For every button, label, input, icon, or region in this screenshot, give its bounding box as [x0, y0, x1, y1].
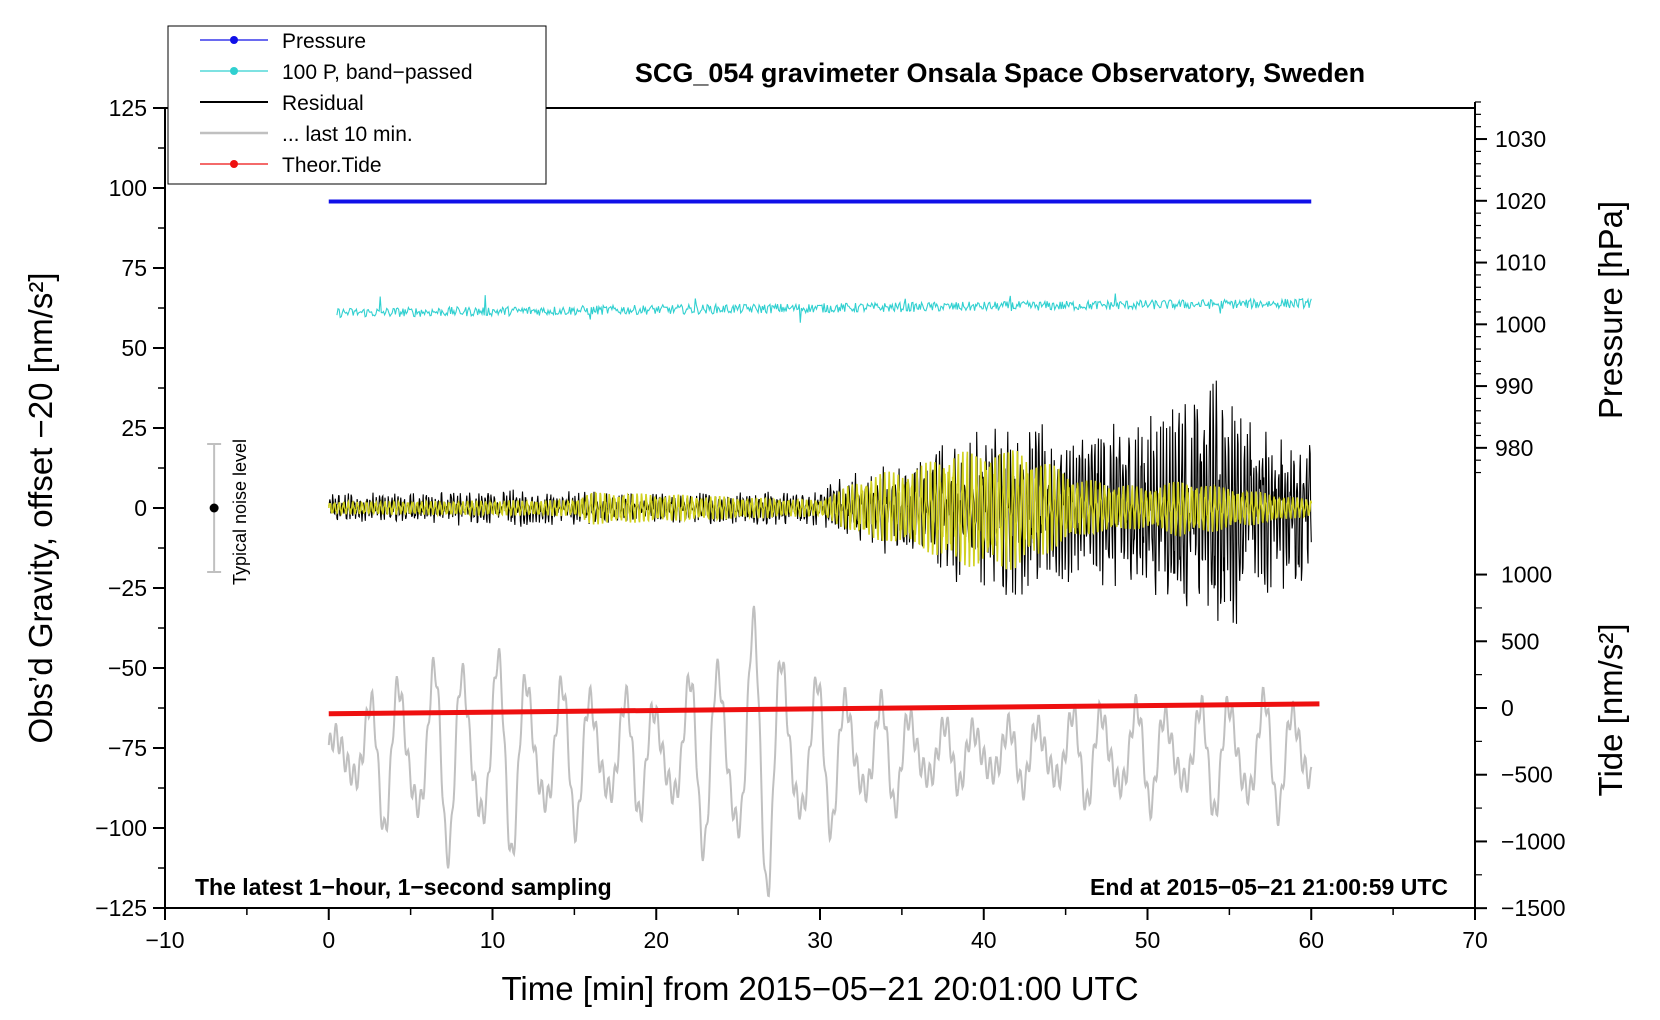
- tide-tick-label: 1000: [1501, 562, 1552, 588]
- x-tick-label: 60: [1298, 927, 1324, 953]
- x-tick-label: −10: [145, 927, 184, 953]
- y-left-tick-label: −75: [108, 735, 147, 761]
- y-axis-pressure: 1030 1020 1010 1000 990 980: [1474, 101, 1546, 479]
- y-left-tick-label: 100: [109, 175, 147, 201]
- y-left-tick-label: −125: [95, 895, 147, 921]
- y-left-tick-label: 125: [109, 95, 147, 121]
- y-axis-tide-label: Tide [nm/s²]: [1592, 624, 1629, 797]
- y-axis-tide: 1000 500 0 −500 −1000 −1500: [1475, 562, 1566, 921]
- tide-tick-label: −1000: [1501, 828, 1566, 854]
- pressure-tick-label: 1000: [1495, 311, 1546, 337]
- y-left-tick-label: −100: [95, 815, 147, 841]
- y-left-tick-label: −50: [108, 655, 147, 681]
- y-left-tick-label: 50: [121, 335, 147, 361]
- noise-level-label: Typical noise level: [230, 439, 250, 585]
- y-axis-pressure-label: Pressure [hPa]: [1592, 201, 1629, 419]
- legend-marker-pressure: [230, 36, 238, 44]
- series-residual-filtered-line: [328, 450, 1313, 570]
- legend-item-last-10-min: ... last 10 min.: [200, 123, 413, 146]
- series-band-passed-line: [336, 293, 1312, 323]
- pressure-tick-label: 1030: [1495, 126, 1546, 152]
- noise-bar-center-dot: [209, 503, 219, 513]
- y-left-tick-label: 0: [134, 495, 147, 521]
- annotation-end-time: End at 2015−05−21 21:00:59 UTC: [1090, 874, 1448, 900]
- legend-item-pressure: Pressure: [200, 30, 366, 53]
- legend-item-residual: Residual: [200, 92, 364, 115]
- pressure-tick-label: 1010: [1495, 250, 1546, 276]
- legend-box: [167, 25, 547, 185]
- x-tick-label: 50: [1135, 927, 1161, 953]
- tide-tick-label: 500: [1501, 628, 1539, 654]
- y-axis-left-label: Obs’d Gravity, offset −20 [nm/s²]: [22, 272, 59, 743]
- y-left-tick-label: −25: [108, 575, 147, 601]
- legend-label-last-10-min: ... last 10 min.: [282, 123, 413, 146]
- legend-marker-band-passed: [230, 67, 238, 75]
- legend-item-band-passed: 100 P, band−passed: [200, 61, 473, 84]
- pressure-tick-label: 980: [1495, 435, 1533, 461]
- legend-item-theor-tide: Theor.Tide: [200, 154, 382, 177]
- x-tick-label: 40: [971, 927, 997, 953]
- tide-tick-label: 0: [1501, 695, 1514, 721]
- noise-level-bar: Typical noise level: [207, 439, 250, 585]
- legend: Pressure 100 P, band−passed Residual ...…: [167, 25, 547, 185]
- chart-title: SCG_054 gravimeter Onsala Space Observat…: [635, 58, 1365, 88]
- y-left-tick-label: 75: [121, 255, 147, 281]
- x-axis-label: Time [min] from 2015−05−21 20:01:00 UTC: [501, 970, 1138, 1007]
- x-tick-label: 10: [480, 927, 506, 953]
- legend-marker-theor-tide: [230, 160, 238, 168]
- x-tick-label: 30: [807, 927, 833, 953]
- legend-label-theor-tide: Theor.Tide: [282, 154, 382, 177]
- x-tick-label: 0: [322, 927, 335, 953]
- x-axis: −10 0 10 20 30 40 50 60 70: [145, 908, 1488, 953]
- pressure-tick-label: 990: [1495, 373, 1533, 399]
- legend-label-band-passed: 100 P, band−passed: [282, 61, 473, 84]
- y-left-tick-label: 25: [121, 415, 147, 441]
- x-tick-label: 20: [643, 927, 669, 953]
- series-theor-tide-line: [328, 701, 1320, 717]
- x-tick-label: 70: [1462, 927, 1488, 953]
- legend-label-residual: Residual: [282, 92, 364, 115]
- series-last-10-min-line: [327, 605, 1313, 898]
- series-layer: [327, 199, 1320, 898]
- tide-tick-label: −1500: [1501, 895, 1566, 921]
- pressure-tick-label: 1020: [1495, 188, 1546, 214]
- annotation-sampling: The latest 1−hour, 1−second sampling: [195, 874, 612, 900]
- legend-label-pressure: Pressure: [282, 30, 366, 53]
- y-axis-left: 125 100 75 50 25 0 −25 −50 −75 −100 −125: [95, 95, 165, 921]
- tide-tick-label: −500: [1501, 762, 1553, 788]
